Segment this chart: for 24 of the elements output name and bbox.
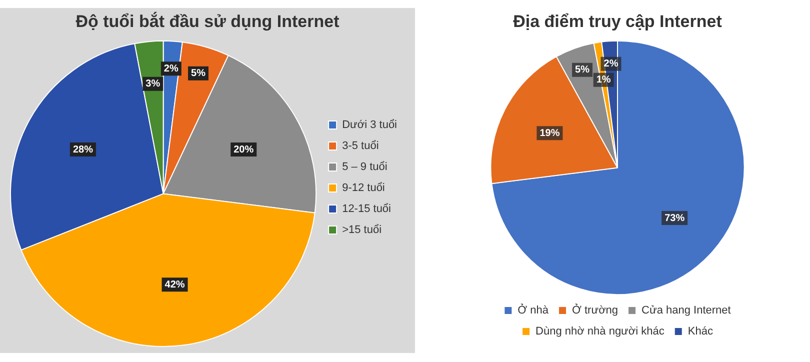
legend-label: 5 – 9 tuổi: [342, 161, 388, 174]
legend-label: >15 tuổi: [342, 224, 382, 236]
chart-title: Độ tuổi bắt đầu sử dụng Internet: [76, 10, 340, 31]
legend-label: Ở trường: [572, 304, 618, 317]
data-label: 1%: [596, 74, 611, 86]
data-label: 73%: [664, 212, 685, 224]
legend-label: 12-15 tuổi: [342, 203, 392, 216]
legend-label: Khác: [688, 326, 714, 338]
legend-label: Dùng nhờ nhà người khác: [536, 326, 665, 338]
legend-label: Ở nhà: [518, 304, 550, 317]
data-label: 3%: [146, 78, 160, 90]
data-label: 2%: [604, 58, 618, 70]
data-label: 20%: [234, 144, 254, 156]
data-label: 42%: [164, 279, 185, 290]
data-label: 5%: [575, 64, 590, 76]
legend-label: 9-12 tuổi: [342, 182, 385, 194]
legend-label: Cửa hang Internet: [642, 304, 731, 317]
data-label: 5%: [191, 68, 206, 80]
data-label: 19%: [540, 128, 560, 139]
legend-label: 3-5 tuổi: [342, 140, 379, 152]
chart-title: Địa điểm truy cập Internet: [513, 12, 722, 31]
data-label: 28%: [72, 144, 94, 156]
data-label: 2%: [164, 63, 178, 74]
legend-label: Dưới 3 tuổi: [342, 119, 398, 132]
